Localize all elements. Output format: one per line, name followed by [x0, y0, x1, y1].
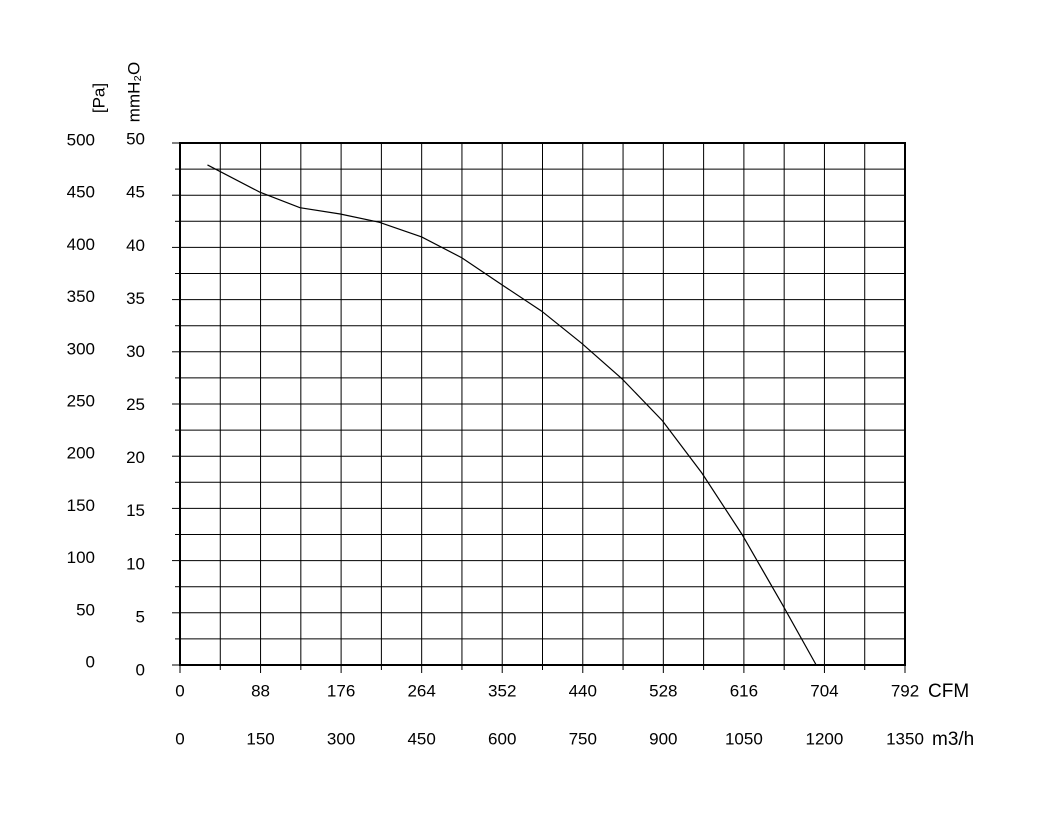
x2-tick-label: 1050 [725, 729, 763, 748]
y-tick-label: 500 [67, 130, 95, 149]
y2-tick-label: 25 [126, 395, 145, 414]
y-tick-label: 200 [67, 444, 95, 463]
y2-tick-label: 10 [126, 554, 145, 573]
y2-tick-label: 0 [136, 660, 145, 679]
x2-tick-label: 900 [649, 729, 677, 748]
x2-tick-label: 150 [246, 729, 274, 748]
x2-tick-label: 0 [175, 729, 184, 748]
y2-tick-label: 5 [136, 607, 145, 626]
y2-tick-label: 20 [126, 448, 145, 467]
x-tick-label: 440 [569, 681, 597, 700]
x2-tick-label: 300 [327, 729, 355, 748]
x-tick-label: 616 [730, 681, 758, 700]
plot-frame [179, 142, 906, 666]
x-tick-label: 176 [327, 681, 355, 700]
y2-tick-label: 30 [126, 342, 145, 361]
y2-tick-label: 15 [126, 501, 145, 520]
x2-tick-label: 1350 [886, 729, 924, 748]
x2-tick-label: 450 [407, 729, 435, 748]
y-axis-label: [Pa] [89, 83, 108, 113]
y-tick-label: 450 [67, 183, 95, 202]
y-tick-label: 350 [67, 287, 95, 306]
y2-axis-label: mmH₂O [124, 62, 143, 122]
y-tick-label: 300 [67, 339, 95, 358]
y-tick-label: 0 [86, 652, 95, 671]
x-tick-label: 0 [175, 681, 184, 700]
x2-tick-label: 1200 [806, 729, 844, 748]
x2-tick-label: 750 [569, 729, 597, 748]
y-tick-label: 400 [67, 235, 95, 254]
x-tick-label: 352 [488, 681, 516, 700]
x-tick-label: 88 [251, 681, 270, 700]
y-tick-label: 100 [67, 548, 95, 567]
x-axis-label: CFM [928, 681, 969, 702]
x-tick-label: 704 [810, 681, 838, 700]
y-tick-label: 50 [76, 600, 95, 619]
y-tick-label: 250 [67, 391, 95, 410]
x2-tick-label: 600 [488, 729, 516, 748]
y-tick-label: 150 [67, 496, 95, 515]
y2-tick-label: 45 [126, 183, 145, 202]
x2-axis-label: m3/h [932, 729, 974, 750]
x-tick-label: 792 [891, 681, 919, 700]
y2-tick-label: 35 [126, 289, 145, 308]
curve [207, 164, 817, 666]
x-tick-label: 264 [407, 681, 435, 700]
y2-tick-label: 50 [126, 130, 145, 149]
x-tick-label: 528 [649, 681, 677, 700]
y2-tick-label: 40 [126, 236, 145, 255]
